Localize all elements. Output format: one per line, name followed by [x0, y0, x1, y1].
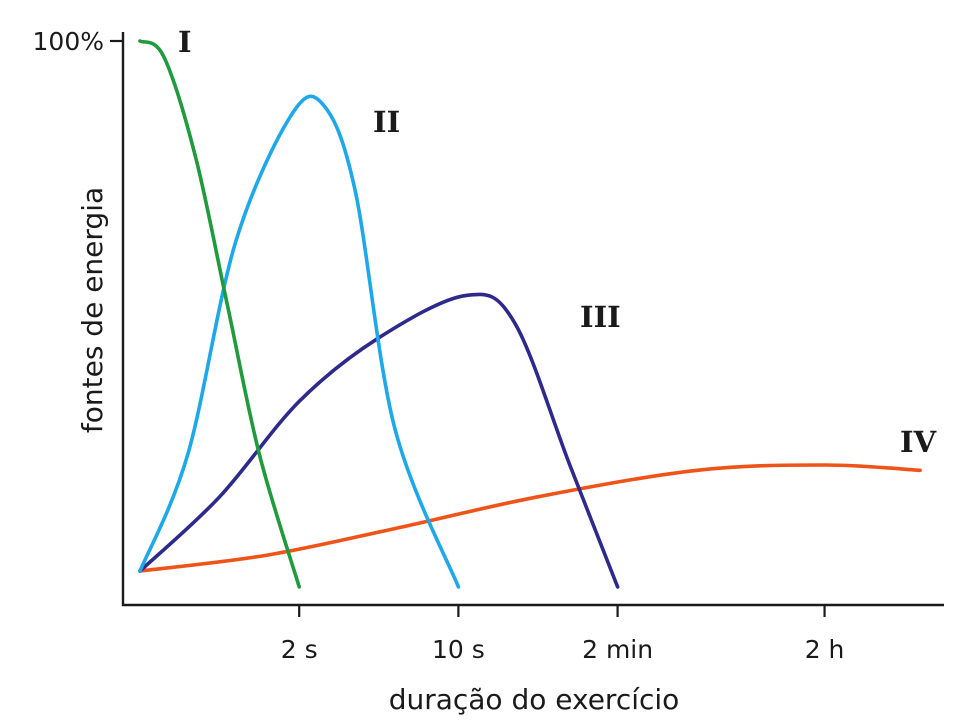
x-tick-label: 10 s: [432, 635, 485, 664]
x-tick-label: 2 s: [281, 635, 318, 664]
x-tick-label: 2 min: [582, 635, 653, 664]
series-label-i: I: [178, 25, 192, 59]
series-label-iv: IV: [900, 425, 937, 459]
series-line-iv: [138, 463, 922, 573]
series-label-ii: II: [373, 105, 400, 139]
x-tick-label: 2 h: [805, 635, 845, 664]
x-ticks: 2 s 10 s 2 min 2 h: [281, 605, 845, 664]
series-line-iii: [138, 292, 620, 589]
series-line-i: [138, 39, 301, 589]
y-tick-label: 100%: [33, 27, 104, 56]
series-label-iii: III: [580, 300, 621, 334]
x-axis-title: duração do exercício: [389, 683, 680, 716]
axes: 100%: [33, 27, 944, 607]
series-group: [138, 39, 922, 589]
series-line-ii: [138, 94, 461, 589]
y-axis-title: fontes de energia: [76, 187, 109, 433]
